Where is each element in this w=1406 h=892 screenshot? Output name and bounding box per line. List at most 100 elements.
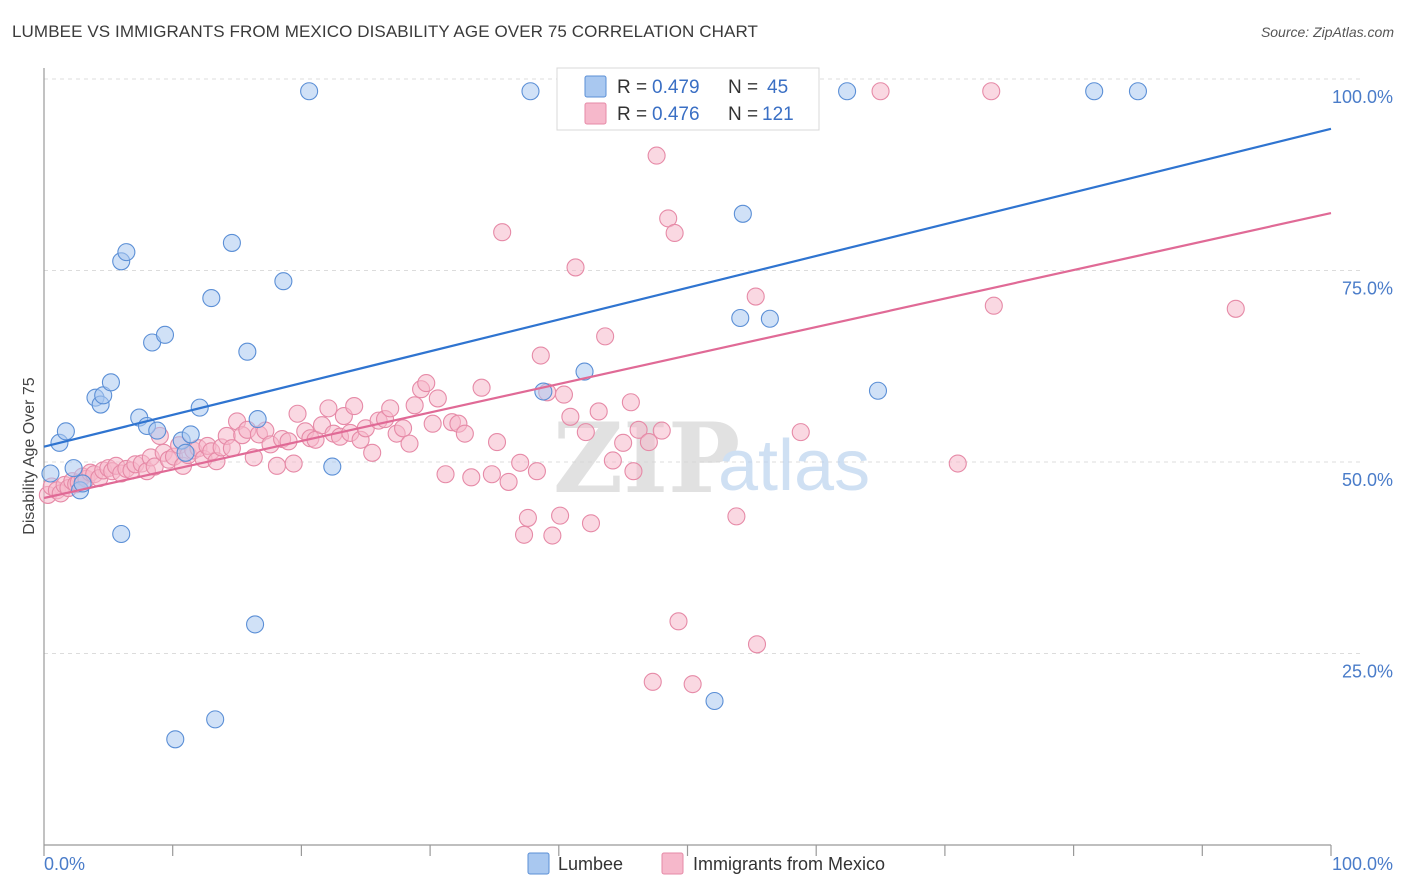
lumbee-point-3: [64, 459, 83, 478]
immigrants-from-mexico-point-86: [493, 223, 512, 242]
lumbee-point-20: [176, 443, 195, 462]
stats-legend: R = 0.479 N = 45 R = 0.476 N = 121: [556, 67, 820, 131]
immigrants-from-mexico-point-88: [511, 453, 530, 472]
lumbee-point-40: [760, 309, 779, 328]
immigrants-from-mexico-point-100: [581, 514, 601, 533]
immigrants-from-mexico-point-71: [394, 419, 413, 438]
immigrants-from-mexico-point-82: [462, 468, 481, 487]
lumbee-point-28: [248, 410, 267, 429]
immigrants-from-mexico-point-94: [543, 526, 562, 545]
watermark-atlas: atlas: [718, 426, 870, 506]
immigrants-from-mexico-point-105: [621, 393, 640, 412]
immigrants-from-mexico-point-52: [284, 454, 303, 473]
legend-n-value-lumbee: 45: [767, 77, 788, 98]
immigrants-from-mexico-point-119: [791, 423, 810, 442]
bottom-legend-label-lumbee: Lumbee: [558, 854, 623, 874]
series-immigrants-from-mexico: [38, 82, 1245, 694]
lumbee-point-23: [202, 289, 221, 308]
lumbee-point-0: [41, 464, 60, 483]
immigrants-from-mexico-point-51: [279, 432, 298, 451]
immigrants-from-mexico-point-90: [515, 525, 534, 544]
y-axis-tick-labels: 25.0% 50.0% 75.0% 100.0%: [1332, 87, 1393, 682]
immigrants-from-mexico-point-124: [1226, 299, 1245, 318]
x-tick-label-min: 0.0%: [44, 854, 85, 874]
lumbee-point-17: [155, 325, 175, 344]
chart-title: LUMBEE VS IMMIGRANTS FROM MEXICO DISABIL…: [12, 22, 758, 41]
immigrants-from-mexico-point-115: [683, 675, 702, 694]
legend-r-value-immigrants-from-mexico: 0.476: [652, 104, 700, 125]
x-axis-ticks: [43, 845, 1332, 856]
immigrants-from-mexico-point-108: [639, 433, 658, 452]
x-tick-label-max: 100.0%: [1332, 854, 1393, 874]
immigrants-from-mexico-point-117: [746, 287, 765, 306]
immigrants-from-mexico-point-106: [624, 462, 643, 481]
y-tick-label-25: 25.0%: [1342, 662, 1393, 682]
immigrants-from-mexico-point-111: [652, 421, 671, 440]
immigrants-from-mexico-point-98: [566, 258, 585, 277]
legend-n-label-immigrants-from-mexico: N =: [728, 104, 758, 125]
lumbee-point-39: [733, 204, 752, 223]
lumbee-point-26: [238, 342, 257, 361]
immigrants-from-mexico-point-77: [428, 389, 447, 408]
immigrants-from-mexico-point-58: [319, 399, 338, 418]
immigrants-from-mexico-point-114: [669, 612, 688, 631]
y-tick-label-50: 50.0%: [1342, 470, 1393, 490]
lumbee-point-16: [148, 421, 167, 440]
trend-line-lumbee: [43, 127, 1332, 448]
immigrants-from-mexico-point-109: [643, 672, 662, 691]
immigrants-from-mexico-point-53: [288, 404, 307, 423]
immigrants-from-mexico-point-107: [629, 420, 648, 439]
immigrants-from-mexico-point-73: [405, 396, 424, 415]
immigrants-from-mexico-point-84: [482, 465, 501, 484]
bottom-legend-swatch-immigrants-from-mexico: [661, 852, 684, 875]
immigrants-from-mexico-point-121: [948, 454, 967, 473]
lumbee-point-43: [1085, 82, 1104, 101]
lumbee-point-38: [731, 308, 750, 328]
immigrants-from-mexico-point-110: [647, 146, 666, 165]
immigrants-from-mexico-point-78: [436, 465, 455, 484]
immigrants-from-mexico-point-103: [603, 451, 622, 470]
lumbee-point-41: [838, 82, 857, 101]
lumbee-point-21: [181, 425, 200, 444]
immigrants-from-mexico-point-120: [871, 82, 890, 101]
lumbee-point-44: [1128, 82, 1147, 101]
immigrants-from-mexico-point-63: [345, 397, 364, 416]
immigrants-from-mexico-point-101: [589, 402, 608, 421]
immigrants-from-mexico-point-81: [455, 424, 474, 443]
y-tick-label-100: 100.0%: [1332, 87, 1393, 107]
legend-r-label-lumbee: R =: [617, 77, 647, 98]
immigrants-from-mexico-point-96: [554, 385, 573, 404]
lumbee-point-42: [868, 381, 888, 400]
legend-swatch-immigrants-from-mexico: [584, 102, 607, 125]
lumbee-point-12: [112, 524, 131, 544]
immigrants-from-mexico-point-91: [527, 462, 546, 481]
lumbee-point-32: [521, 82, 540, 101]
lumbee-point-30: [300, 82, 319, 101]
lumbee-point-25: [222, 233, 241, 252]
immigrants-from-mexico-point-99: [576, 423, 595, 442]
source-credit: Source: ZipAtlas.com: [1260, 24, 1394, 40]
immigrants-from-mexico-point-85: [487, 433, 507, 452]
legend-r-value-lumbee: 0.479: [652, 77, 700, 98]
immigrants-from-mexico-point-49: [267, 456, 286, 475]
y-axis-title: Disability Age Over 75: [21, 377, 38, 535]
immigrants-from-mexico-point-83: [472, 378, 491, 397]
immigrants-from-mexico-point-118: [747, 635, 767, 654]
immigrants-from-mexico-point-69: [381, 399, 400, 418]
lumbee-point-18: [166, 730, 185, 749]
legend-n-value-immigrants-from-mexico: 121: [762, 104, 794, 125]
legend-r-label-immigrants-from-mexico: R =: [617, 104, 647, 125]
immigrants-from-mexico-point-116: [727, 507, 746, 526]
lumbee-point-31: [323, 457, 342, 476]
lumbee-point-9: [101, 373, 120, 392]
watermark-zip: ZIP: [553, 402, 740, 515]
immigrants-from-mexico-point-75: [417, 374, 436, 393]
watermark: ZIP atlas: [553, 402, 870, 515]
lumbee-point-37: [705, 691, 724, 711]
lumbee-point-34: [575, 362, 594, 381]
lumbee-point-27: [246, 615, 265, 634]
legend-n-label-lumbee: N =: [728, 77, 758, 98]
immigrants-from-mexico-point-123: [984, 296, 1003, 315]
lumbee-point-24: [206, 710, 225, 729]
immigrants-from-mexico-point-89: [518, 508, 537, 527]
